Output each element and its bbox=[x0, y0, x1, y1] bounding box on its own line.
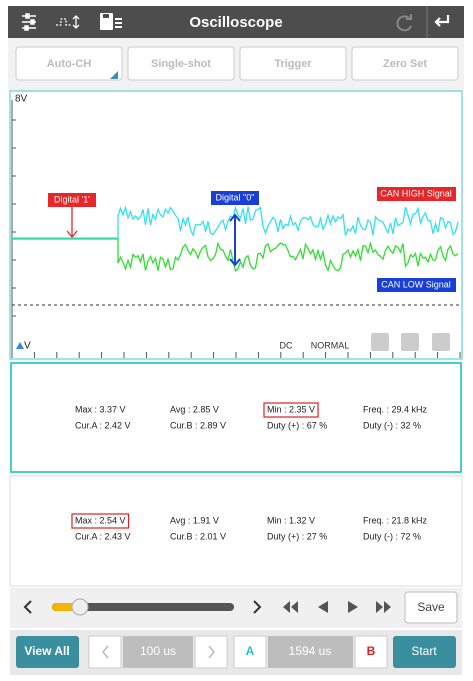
y-bottom-label: V bbox=[24, 341, 31, 352]
toolbar-label: Single-shot bbox=[151, 58, 211, 70]
label-bg bbox=[377, 278, 456, 292]
toolbar-label: Zero Set bbox=[383, 58, 427, 70]
y-top-label: 8V bbox=[15, 94, 28, 105]
measure-panel bbox=[10, 362, 462, 473]
rewind-button[interactable] bbox=[283, 601, 298, 613]
save-button[interactable] bbox=[404, 591, 458, 624]
measurement: Duty (+) : 67 % bbox=[267, 420, 327, 430]
can-low-label: CAN LOW Signal bbox=[381, 279, 451, 289]
cursor-b: B bbox=[367, 644, 376, 658]
label-bg bbox=[211, 191, 259, 205]
cursor-time-box bbox=[268, 636, 353, 668]
save-icon[interactable] bbox=[100, 13, 122, 30]
channel-marker bbox=[16, 342, 24, 349]
can-low-trace bbox=[12, 238, 459, 273]
settings-icon[interactable] bbox=[22, 13, 36, 31]
cursor-time: 1594 us bbox=[289, 644, 332, 658]
measurement: Cur.A : 2.42 V bbox=[75, 420, 131, 430]
slider-thumb[interactable] bbox=[71, 598, 89, 616]
corner-mark bbox=[110, 71, 118, 79]
arrow bbox=[102, 645, 109, 659]
time-dec-button[interactable] bbox=[88, 635, 122, 669]
top-bar bbox=[8, 6, 464, 38]
measurement: Duty (+) : 27 % bbox=[267, 531, 327, 541]
digital-0-label: Digital "0" bbox=[216, 192, 255, 202]
measurement: Cur.B : 2.01 V bbox=[170, 531, 226, 541]
toolbar-button[interactable] bbox=[239, 46, 347, 81]
arrow bbox=[66, 207, 78, 239]
arrow bbox=[208, 645, 215, 659]
coupling: DC bbox=[280, 340, 293, 350]
cursor-a: A bbox=[246, 644, 255, 658]
can-high-label: CAN HIGH Signal bbox=[380, 188, 452, 198]
trigger-icon[interactable] bbox=[56, 15, 80, 29]
app-title: Oscilloscope bbox=[189, 14, 282, 31]
scope-button[interactable] bbox=[371, 333, 389, 351]
can-high-trace bbox=[12, 205, 459, 239]
arrow bbox=[229, 213, 241, 267]
refresh-icon[interactable] bbox=[396, 14, 412, 32]
slider-track[interactable] bbox=[52, 603, 234, 611]
toolbar-label: Auto-CH bbox=[47, 58, 92, 70]
measurement: Min : 2.35 V bbox=[267, 404, 315, 414]
label-bg bbox=[48, 193, 96, 207]
back-icon[interactable] bbox=[434, 15, 450, 27]
scope-button[interactable] bbox=[401, 333, 419, 351]
highlight-box bbox=[71, 513, 130, 529]
measurement: Cur.A : 2.43 V bbox=[75, 531, 131, 541]
start-button[interactable] bbox=[393, 636, 456, 668]
slider-fill bbox=[52, 603, 78, 611]
time-div: 100 us bbox=[140, 644, 176, 658]
cursor-b-button[interactable] bbox=[354, 635, 388, 669]
toolbar-button[interactable] bbox=[15, 46, 123, 81]
view-all-button[interactable] bbox=[16, 636, 79, 668]
measurement: Max : 2.54 V bbox=[75, 515, 126, 525]
measure-panel bbox=[9, 475, 463, 587]
digital-1-label: Digital '1' bbox=[54, 194, 90, 204]
time-div-box bbox=[123, 636, 193, 668]
measurement: Cur.B : 2.89 V bbox=[170, 420, 226, 430]
play-button[interactable] bbox=[348, 601, 358, 613]
measurement: Max : 3.37 V bbox=[75, 404, 126, 414]
start-label: Start bbox=[411, 644, 437, 658]
save-label: Save bbox=[417, 600, 445, 614]
forward-button[interactable] bbox=[376, 601, 391, 613]
scope-button[interactable] bbox=[432, 333, 450, 351]
highlight-box bbox=[263, 402, 319, 418]
time-inc-button[interactable] bbox=[194, 635, 228, 669]
view-all-label: View All bbox=[24, 644, 69, 658]
measurement: Avg : 1.91 V bbox=[170, 515, 219, 525]
mode: NORMAL bbox=[311, 340, 350, 350]
back-step-button[interactable] bbox=[318, 601, 328, 613]
toolbar-label: Trigger bbox=[274, 58, 312, 70]
label-bg bbox=[377, 187, 456, 201]
measurement: Min : 1.32 V bbox=[267, 515, 315, 525]
prev-button[interactable] bbox=[23, 600, 32, 614]
next-button[interactable] bbox=[253, 600, 262, 614]
measurement: Duty (-) : 32 % bbox=[363, 420, 421, 430]
cursor-a-button[interactable] bbox=[233, 635, 267, 669]
measurement: Freq. : 21.8 kHz bbox=[363, 515, 428, 525]
measurement: Freq. : 29.4 kHz bbox=[363, 404, 428, 414]
measurement: Duty (-) : 72 % bbox=[363, 531, 421, 541]
toolbar-button[interactable] bbox=[127, 46, 235, 81]
toolbar-button[interactable] bbox=[351, 46, 459, 81]
measurement: Avg : 2.85 V bbox=[170, 404, 219, 414]
